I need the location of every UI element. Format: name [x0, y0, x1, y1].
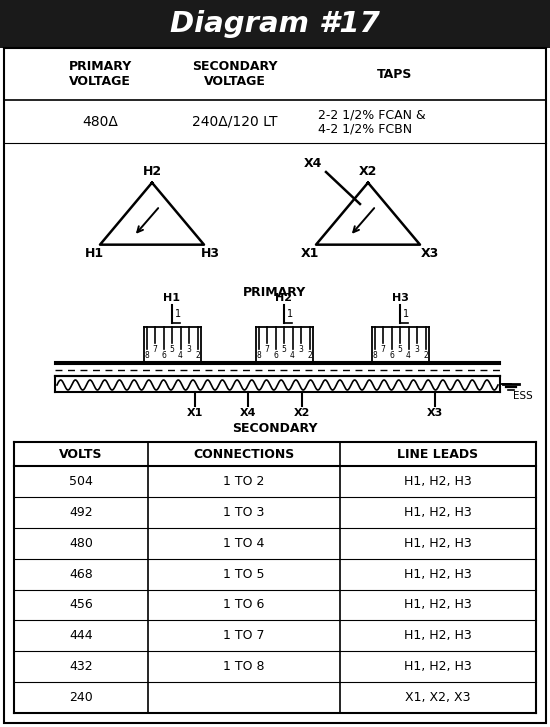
Bar [0, 0, 550, 48]
Text: 1 TO 6: 1 TO 6 [223, 598, 265, 611]
Text: 432: 432 [69, 660, 93, 673]
Text: H1: H1 [163, 293, 180, 303]
Text: X1: X1 [187, 408, 203, 418]
Text: ESS: ESS [513, 391, 533, 401]
Text: 468: 468 [69, 568, 93, 581]
Text: H1, H2, H3: H1, H2, H3 [404, 630, 472, 643]
Text: 8: 8 [372, 351, 377, 360]
Text: 7: 7 [381, 345, 386, 354]
Text: H1: H1 [85, 246, 103, 260]
Text: 4: 4 [178, 351, 183, 360]
Text: X2: X2 [359, 165, 377, 177]
Text: 2: 2 [195, 351, 200, 360]
Text: 4: 4 [290, 351, 295, 360]
Text: 7: 7 [265, 345, 270, 354]
Text: H1, H2, H3: H1, H2, H3 [404, 537, 472, 550]
Text: X1: X1 [301, 246, 319, 260]
Text: 480: 480 [69, 537, 93, 550]
Text: X3: X3 [427, 408, 443, 418]
Text: 6: 6 [273, 351, 278, 360]
Text: 8: 8 [144, 351, 149, 360]
Text: 4-2 1/2% FCBN: 4-2 1/2% FCBN [318, 123, 412, 136]
Text: 480Δ: 480Δ [82, 114, 118, 129]
Text: 1: 1 [175, 309, 181, 319]
Text: 1: 1 [403, 309, 409, 319]
Text: 240: 240 [69, 691, 93, 704]
Text: 240Δ/120 LT: 240Δ/120 LT [192, 114, 278, 129]
Text: H3: H3 [201, 246, 219, 260]
Text: 504: 504 [69, 475, 93, 488]
Text: X3: X3 [421, 246, 439, 260]
Text: 492: 492 [69, 506, 93, 519]
Text: 1 TO 8: 1 TO 8 [223, 660, 265, 673]
Text: X2: X2 [294, 408, 310, 418]
Text: H1, H2, H3: H1, H2, H3 [404, 568, 472, 581]
Text: H1, H2, H3: H1, H2, H3 [404, 506, 472, 519]
Text: 7: 7 [152, 345, 157, 354]
Text: 5: 5 [169, 345, 174, 354]
Text: 456: 456 [69, 598, 93, 611]
Text: 2: 2 [423, 351, 428, 360]
Text: 1 TO 2: 1 TO 2 [223, 475, 265, 488]
Text: H2: H2 [276, 293, 293, 303]
Text: 6: 6 [389, 351, 394, 360]
Text: X1, X2, X3: X1, X2, X3 [405, 691, 471, 704]
Text: 6: 6 [161, 351, 166, 360]
Text: 5: 5 [282, 345, 287, 354]
Text: PRIMARY
VOLTAGE: PRIMARY VOLTAGE [68, 60, 131, 88]
Text: H2: H2 [142, 165, 162, 177]
Text: 1 TO 7: 1 TO 7 [223, 630, 265, 643]
Text: 3: 3 [299, 345, 304, 354]
Text: 1 TO 3: 1 TO 3 [223, 506, 265, 519]
Text: 1 TO 4: 1 TO 4 [223, 537, 265, 550]
Text: Diagram #17: Diagram #17 [170, 10, 380, 38]
Text: 444: 444 [69, 630, 93, 643]
Text: H1, H2, H3: H1, H2, H3 [404, 475, 472, 488]
Text: TAPS: TAPS [377, 68, 412, 81]
Text: PRIMARY: PRIMARY [243, 286, 307, 299]
Text: 3: 3 [415, 345, 420, 354]
Text: 5: 5 [398, 345, 403, 354]
Text: 8: 8 [256, 351, 261, 360]
Text: X4: X4 [304, 157, 322, 170]
Text: 4: 4 [406, 351, 411, 360]
Text: H3: H3 [392, 293, 409, 303]
Text: VOLTS: VOLTS [59, 448, 103, 460]
Text: 1 TO 5: 1 TO 5 [223, 568, 265, 581]
Text: LINE LEADS: LINE LEADS [398, 448, 478, 460]
Text: SECONDARY
VOLTAGE: SECONDARY VOLTAGE [192, 60, 278, 88]
Text: 1: 1 [287, 309, 293, 319]
Text: CONNECTIONS: CONNECTIONS [194, 448, 295, 460]
Text: H1, H2, H3: H1, H2, H3 [404, 660, 472, 673]
Text: 2-2 1/2% FCAN &: 2-2 1/2% FCAN & [318, 109, 426, 122]
Text: 2: 2 [307, 351, 312, 360]
Text: X4: X4 [240, 408, 256, 418]
Text: SECONDARY: SECONDARY [232, 422, 318, 435]
Text: 3: 3 [186, 345, 191, 354]
Text: H1, H2, H3: H1, H2, H3 [404, 598, 472, 611]
